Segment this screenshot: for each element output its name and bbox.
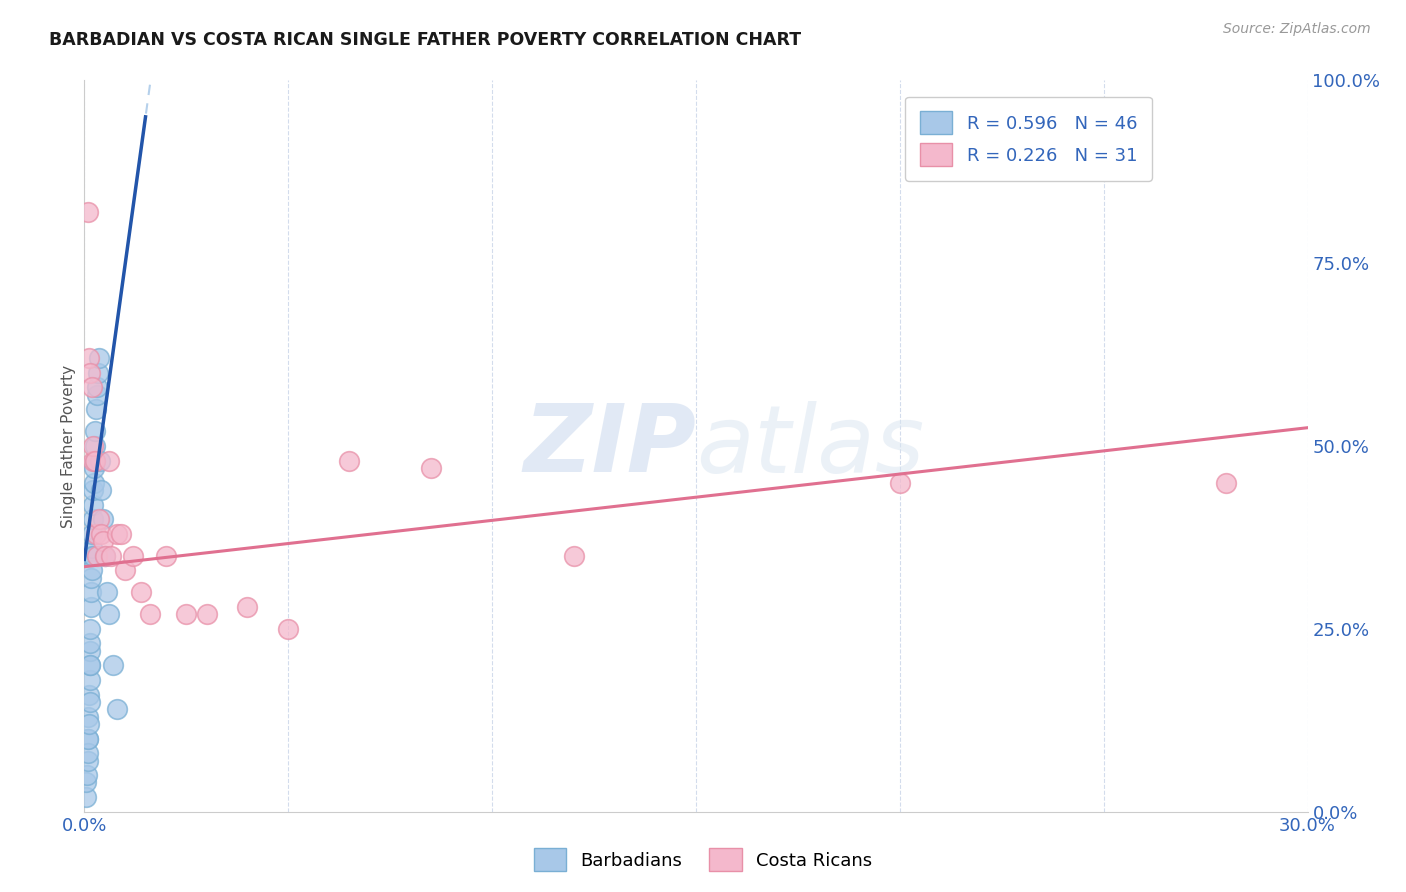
Point [562,549,585,563]
Point [236,599,259,614]
Point [97,607,120,622]
Point [80,549,103,563]
Point [76,768,98,782]
Point [80,563,103,577]
Point [339,453,361,467]
Text: ZIP: ZIP [523,400,696,492]
Point [82,498,104,512]
Point [93,549,115,563]
Point [82,549,104,563]
Point [105,526,128,541]
Point [75,790,97,805]
Point [122,549,145,563]
Legend: R = 0.596   N = 46, R = 0.226   N = 31: R = 0.596 N = 46, R = 0.226 N = 31 [905,96,1152,181]
Text: atlas: atlas [696,401,924,491]
Point [84,402,107,417]
Point [79,622,101,636]
Point [79,695,101,709]
Point [100,549,122,563]
Point [77,717,100,731]
Point [101,658,124,673]
Point [83,461,105,475]
Point [105,702,128,716]
Point [889,475,911,490]
Point [76,731,98,746]
Point [79,673,101,687]
Point [82,512,104,526]
Point [1215,475,1237,490]
Point [82,526,104,541]
Y-axis label: Single Father Poverty: Single Father Poverty [60,365,76,527]
Point [82,483,104,497]
Point [84,439,107,453]
Point [91,534,114,549]
Point [97,453,120,467]
Point [77,688,100,702]
Point [77,731,100,746]
Point [79,658,101,673]
Point [84,425,107,439]
Point [96,585,118,599]
Point [114,563,136,577]
Point [83,453,105,467]
Point [79,658,101,673]
Point [82,453,104,467]
Point [83,475,105,490]
Point [87,512,110,526]
Legend: Barbadians, Costa Ricans: Barbadians, Costa Ricans [526,841,880,879]
Point [80,380,103,394]
Point [87,351,110,366]
Point [138,607,160,622]
Point [79,636,101,650]
Point [91,512,114,526]
Point [79,366,101,380]
Point [86,549,108,563]
Point [84,526,107,541]
Point [80,571,103,585]
Point [75,775,97,789]
Point [86,380,108,394]
Point [277,622,299,636]
Point [80,599,103,614]
Point [82,439,104,453]
Point [155,549,177,563]
Point [420,461,443,475]
Point [77,709,100,723]
Point [174,607,197,622]
Point [195,607,218,622]
Point [87,366,110,380]
Point [77,351,100,366]
Point [93,549,115,563]
Point [131,585,153,599]
Point [83,453,105,467]
Point [80,541,103,556]
Point [89,453,111,467]
Point [77,746,100,760]
Text: BARBADIAN VS COSTA RICAN SINGLE FATHER POVERTY CORRELATION CHART: BARBADIAN VS COSTA RICAN SINGLE FATHER P… [49,31,801,49]
Point [80,585,103,599]
Text: Source: ZipAtlas.com: Source: ZipAtlas.com [1223,22,1371,37]
Point [110,526,132,541]
Point [90,526,112,541]
Point [90,483,112,497]
Point [76,754,98,768]
Point [79,644,101,658]
Point [86,388,108,402]
Point [76,205,98,219]
